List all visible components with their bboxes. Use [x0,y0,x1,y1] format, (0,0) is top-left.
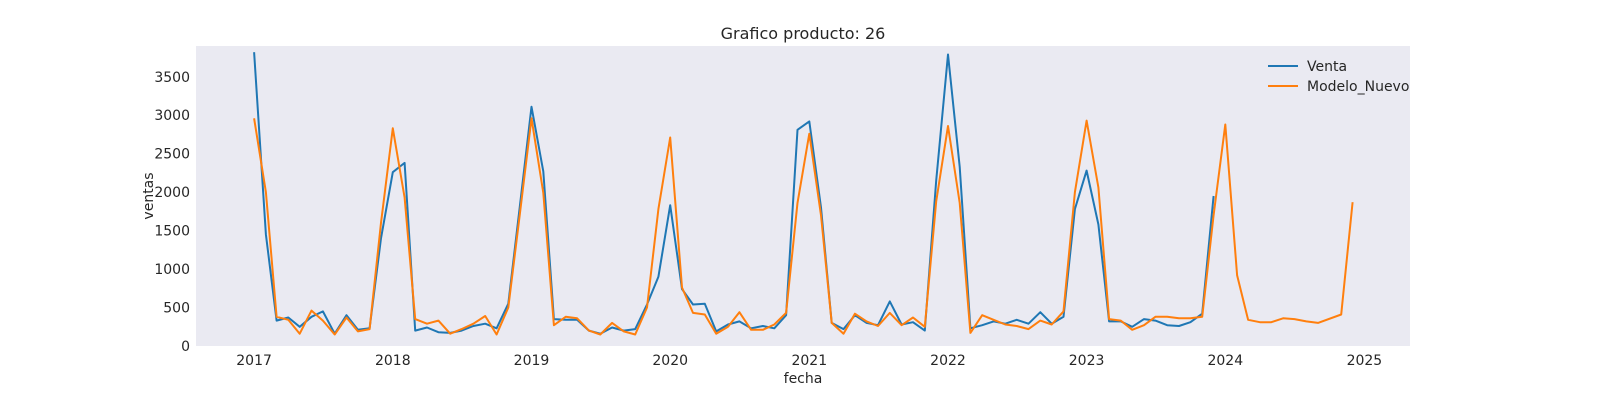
x-tick-label: 2021 [791,353,827,369]
chart-title: Grafico producto: 26 [721,24,886,43]
y-axis-ticks: 0 500 1000 1500 2000 2500 3000 3500 [154,70,190,355]
x-tick-label: 2023 [1069,353,1105,369]
y-tick-label: 2500 [154,147,190,163]
legend-label-modelo-nuevo: Modelo_Nuevo [1307,79,1409,95]
y-axis-title: ventas [141,172,157,219]
y-tick-label: 1000 [154,262,190,278]
x-tick-label: 2025 [1347,353,1383,369]
series-lines [253,52,1354,336]
plot-area [196,46,1410,346]
x-axis-title: fecha [784,371,823,387]
x-tick-label: 2019 [514,353,550,369]
x-tick-label: 2017 [236,353,272,369]
y-tick-label: 500 [163,301,190,317]
x-tick-label: 2022 [930,353,966,369]
legend-label-venta: Venta [1307,59,1347,75]
y-tick-label: 2000 [154,185,190,201]
y-tick-label: 3000 [154,108,190,124]
legend: Venta Modelo_Nuevo [1268,59,1409,95]
y-tick-label: 0 [181,339,190,355]
y-tick-label: 1500 [154,224,190,240]
series-line-modelo-nuevo [253,117,1354,336]
x-axis-ticks: 2017 2018 2019 2020 2021 2022 2023 2024 2025 [236,353,1382,369]
x-tick-label: 2020 [652,353,688,369]
y-tick-label: 3500 [154,70,190,86]
x-tick-label: 2024 [1207,353,1243,369]
x-tick-label: 2018 [375,353,411,369]
